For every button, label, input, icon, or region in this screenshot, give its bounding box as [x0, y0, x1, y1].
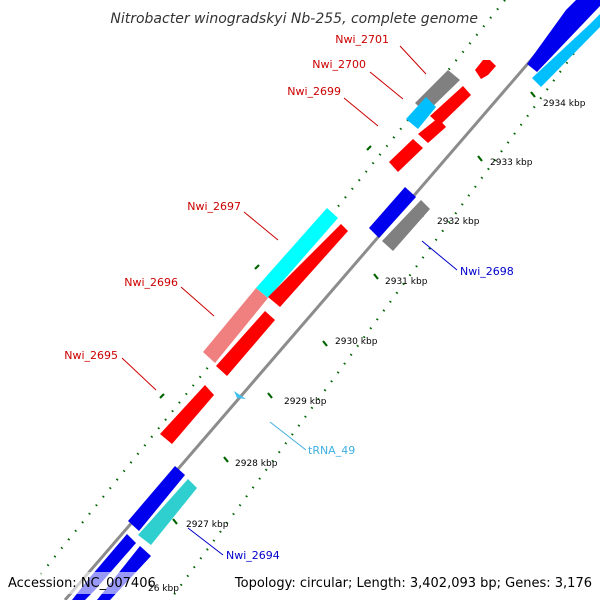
- kbp-label: 2931 kbp: [385, 277, 428, 287]
- feature-gray-2698[interactable]: [382, 200, 430, 251]
- feature-forward-2694a[interactable]: [128, 466, 185, 531]
- feature-reverse-light-2696[interactable]: [203, 288, 268, 363]
- kbp-label: 2930 kbp: [335, 337, 378, 347]
- gene-label-nwi-2698[interactable]: Nwi_2698: [460, 265, 514, 278]
- gene-label-nwi-2695[interactable]: Nwi_2695: [64, 349, 118, 362]
- feature-reverse-2699b[interactable]: [389, 139, 423, 172]
- gene-label-nwi-2697[interactable]: Nwi_2697: [187, 200, 241, 213]
- feature-reverse-2697[interactable]: [268, 224, 348, 307]
- feature-forward-cds-light[interactable]: [532, 14, 600, 87]
- feature-cyan-2697[interactable]: [256, 208, 338, 298]
- kbp-label: 2929 kbp: [284, 397, 327, 407]
- footer-backdrop-right: [255, 572, 600, 594]
- gene-label-nwi-2696[interactable]: Nwi_2696: [124, 276, 178, 289]
- feature-forward-cds[interactable]: [527, 0, 600, 72]
- accession-text: Accession: NC_007406: [8, 576, 156, 591]
- kbp-labels: 2934 kbp 2933 kbp 2932 kbp 2931 kbp 2930…: [148, 99, 586, 594]
- gene-label-nwi-2701[interactable]: Nwi_2701: [335, 33, 389, 46]
- major-ticks: [159, 91, 536, 525]
- outer-tick-track: [39, 0, 506, 576]
- kbp-label: 2932 kbp: [437, 217, 480, 227]
- footer-backdrop-left: [0, 572, 146, 594]
- kbp-label: 2933 kbp: [490, 158, 533, 168]
- feature-forward-2698[interactable]: [369, 187, 416, 238]
- gene-label-nwi-2699[interactable]: Nwi_2699: [287, 85, 341, 98]
- gene-label-trna-49[interactable]: tRNA_49: [308, 444, 355, 457]
- feature-cds-2700[interactable]: [406, 97, 436, 129]
- kbp-label: 2934 kbp: [543, 99, 586, 109]
- kbp-label: 26 kbp: [148, 584, 179, 594]
- feature-teal-2694[interactable]: [138, 479, 197, 545]
- gene-label-nwi-2694[interactable]: Nwi_2694: [226, 549, 280, 562]
- feature-reverse-2700[interactable]: [430, 86, 471, 125]
- feature-reverse-2696[interactable]: [216, 311, 275, 376]
- feature-reverse-cds[interactable]: [475, 60, 496, 79]
- feature-trna-49[interactable]: [234, 391, 246, 399]
- inner-tick-track: [169, 17, 600, 600]
- map-title: Nitrobacter winogradskyi Nb-255, complet…: [110, 11, 478, 27]
- feature-reverse-2695[interactable]: [160, 385, 214, 444]
- feature-reverse-2699a[interactable]: [418, 118, 446, 143]
- leader-lines: [121, 45, 458, 556]
- kbp-label: 2927 kbp: [186, 520, 229, 530]
- gene-label-nwi-2700[interactable]: Nwi_2700: [312, 58, 366, 71]
- gene-labels: Nwi_2701 Nwi_2700 Nwi_2699 Nwi_2697 Nwi_…: [64, 33, 514, 562]
- kbp-label: 2928 kbp: [235, 459, 278, 469]
- genome-summary-text: Topology: circular; Length: 3,402,093 bp…: [234, 576, 592, 591]
